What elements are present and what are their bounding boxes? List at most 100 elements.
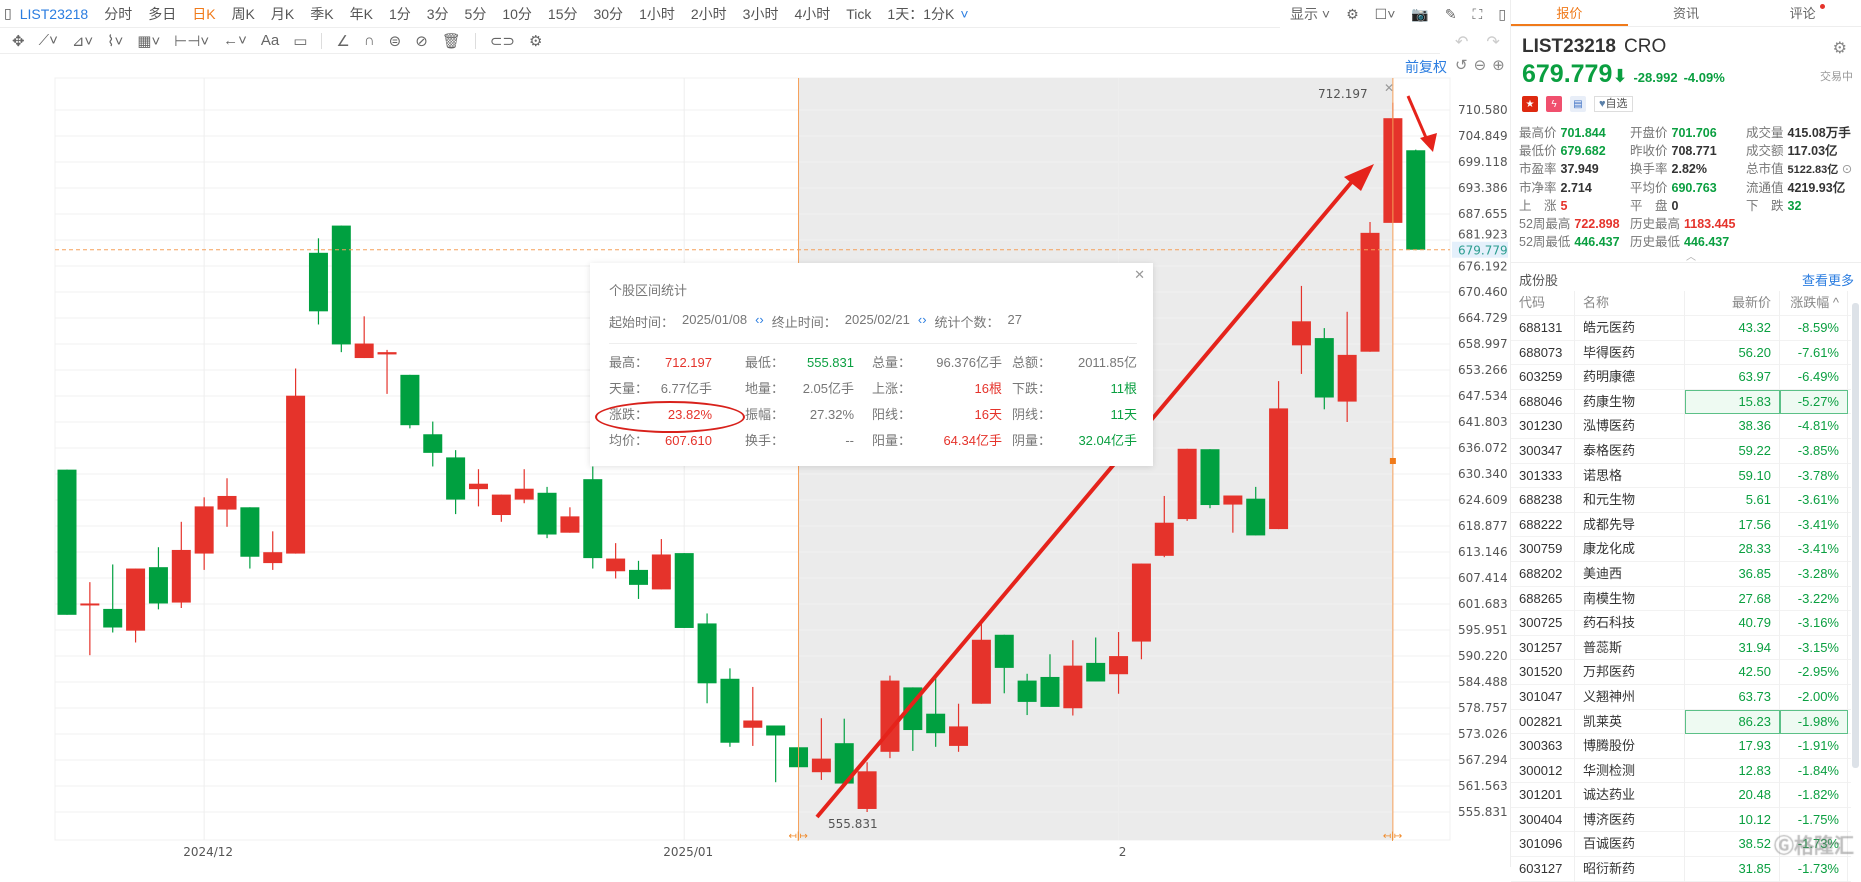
start-date[interactable]: 2025/01/08 [682, 312, 748, 327]
interval-0[interactable]: 分时 [104, 5, 133, 22]
text-tool-icon[interactable]: Aa [260, 32, 280, 49]
candle-body[interactable] [651, 554, 671, 590]
reset-icon[interactable]: ↺ [1455, 57, 1468, 74]
candle-body[interactable] [286, 395, 306, 554]
candle-body[interactable] [400, 374, 420, 426]
symbol-link[interactable]: LIST23218 [19, 5, 89, 22]
collapse-chevron-icon[interactable]: ︿ [1686, 252, 1696, 263]
more-icon[interactable]: ⊙ [1838, 162, 1853, 176]
tab-quote[interactable]: 报价 [1511, 0, 1628, 26]
range-handle-icon[interactable]: ↤|↦ [1383, 831, 1402, 842]
kline-chart[interactable]: 710.580 704.849 699.118 693.386 687.655 681.9… [0, 0, 1510, 867]
table-row[interactable]: 300404 博济医药 10.12 -1.75% [1511, 807, 1851, 833]
table-row[interactable]: 301333 诺思格 59.10 -3.78% [1511, 463, 1851, 489]
candle-body[interactable] [1154, 522, 1174, 556]
candle-body[interactable] [1406, 150, 1426, 250]
candle-body[interactable] [491, 494, 511, 516]
interval-14[interactable]: 2小时 [690, 5, 727, 22]
candle-body[interactable] [194, 506, 214, 554]
candle-body[interactable] [80, 603, 100, 606]
table-row[interactable]: 300012 华测检测 12.83 -1.84% [1511, 758, 1851, 784]
candle-body[interactable] [811, 758, 831, 773]
table-row[interactable]: 688046 药康生物 15.83 -5.27% [1511, 389, 1851, 415]
candle-body[interactable] [720, 678, 740, 743]
candle-body[interactable] [1223, 495, 1243, 505]
note-tool-icon[interactable]: ▭ [293, 32, 308, 50]
view-more-link[interactable]: 查看更多 [1801, 273, 1854, 288]
candle-body[interactable] [674, 553, 694, 628]
zoom-in-icon[interactable]: ⊕ [1492, 57, 1505, 74]
candle-body[interactable] [263, 552, 283, 564]
column-header[interactable]: 最新价 [1685, 291, 1780, 316]
candle-body[interactable] [971, 639, 991, 704]
candle-body[interactable] [1291, 321, 1311, 346]
candle-body[interactable] [1040, 676, 1060, 707]
candle-body[interactable] [1269, 408, 1289, 530]
interval-4[interactable]: 月K [270, 5, 295, 22]
camera-icon[interactable]: 📷 [1411, 5, 1429, 22]
gear-icon[interactable]: ⚙ [1346, 5, 1359, 22]
lightning-icon[interactable]: ϟ [1546, 96, 1562, 112]
candle-body[interactable] [1360, 232, 1380, 352]
table-row[interactable]: 688202 美迪西 36.85 -3.28% [1511, 561, 1851, 587]
candle-body[interactable] [1086, 662, 1106, 682]
chevron-down-icon[interactable]: ˅ [960, 5, 969, 22]
candle-body[interactable] [423, 434, 443, 453]
candle-body[interactable] [377, 352, 397, 355]
table-row[interactable]: 688238 和元生物 5.61 -3.61% [1511, 488, 1851, 513]
candle-body[interactable] [446, 457, 466, 500]
table-row[interactable]: 603259 药明康德 63.97 -6.49% [1511, 365, 1851, 390]
interval-5[interactable]: 季K [310, 5, 334, 22]
candle-body[interactable] [354, 343, 374, 359]
candle-body[interactable] [217, 495, 237, 510]
candle-body[interactable] [629, 569, 648, 585]
candle-body[interactable] [1246, 498, 1266, 536]
arrow-tool-icon[interactable]: ←˅ [223, 32, 247, 49]
table-row[interactable]: 688265 南模生物 27.68 -3.22% [1511, 586, 1851, 612]
column-header[interactable]: 名称 [1575, 291, 1685, 316]
measure-tool-icon[interactable]: ⊢⊣˅ [174, 32, 210, 50]
trash-icon[interactable]: 🗑 [441, 32, 461, 50]
tab-comments[interactable]: 评论 [1744, 0, 1861, 26]
fullscreen-icon[interactable]: ⛶ [1472, 5, 1483, 22]
candle-body[interactable] [514, 488, 534, 500]
candle-body[interactable] [1200, 449, 1220, 506]
calendar-icon[interactable]: ▤ [1570, 96, 1586, 112]
interval-12[interactable]: 30分 [593, 5, 624, 22]
zoom-out-icon[interactable]: ⊖ [1473, 57, 1487, 74]
redo-icon[interactable]: ↷ [1486, 34, 1500, 51]
column-header[interactable]: 涨跌幅 ^ [1780, 291, 1848, 316]
scrollbar[interactable] [1852, 303, 1859, 768]
end-adjust-icon[interactable]: ‹› [917, 312, 927, 327]
range-handle-icon[interactable]: ↤|↦ [789, 831, 808, 842]
start-adjust-icon[interactable]: ‹› [755, 312, 764, 327]
add-watchlist-button[interactable]: ♥自选 [1594, 96, 1633, 112]
interval-10[interactable]: 10分 [502, 5, 532, 22]
table-row[interactable]: 301096 百诚医药 38.52 -1.73% [1511, 832, 1851, 858]
move-icon[interactable]: ✥ [12, 32, 25, 50]
end-date[interactable]: 2025/02/21 [844, 312, 910, 327]
candle-body[interactable] [994, 634, 1014, 668]
wave-tool-icon[interactable]: ⌇˅ [107, 32, 124, 50]
panel-toggle-icon[interactable]: ▯ [1498, 5, 1507, 22]
candle-body[interactable] [148, 567, 168, 604]
interval-8[interactable]: 3分 [426, 5, 449, 22]
candle-body[interactable] [240, 507, 260, 557]
angle-tool-icon[interactable]: ∠ [336, 32, 350, 50]
candle-body[interactable] [103, 608, 123, 628]
candle-body[interactable] [743, 720, 763, 728]
layout-icon[interactable]: ☐˅ [1374, 5, 1396, 22]
interval-2[interactable]: 日K [192, 5, 216, 22]
candle-body[interactable] [468, 483, 488, 490]
link-icon[interactable]: ⊂⊃ [489, 32, 515, 50]
table-row[interactable]: 300347 泰格医药 59.22 -3.85% [1511, 438, 1851, 464]
table-row[interactable]: 301257 普蕊斯 31.94 -3.15% [1511, 635, 1851, 661]
table-row[interactable]: 301230 泓博医药 38.36 -4.81% [1511, 414, 1851, 439]
candle-body[interactable] [606, 558, 626, 572]
interval-13[interactable]: 1小时 [639, 5, 675, 22]
interval-1[interactable]: 多日 [148, 5, 177, 22]
column-header[interactable]: 代码 [1511, 291, 1575, 316]
interval-11[interactable]: 15分 [547, 5, 578, 22]
table-row[interactable]: 688073 毕得医药 56.20 -7.61% [1511, 340, 1851, 366]
sidebar-toggle-icon[interactable]: ▯ [4, 5, 12, 21]
